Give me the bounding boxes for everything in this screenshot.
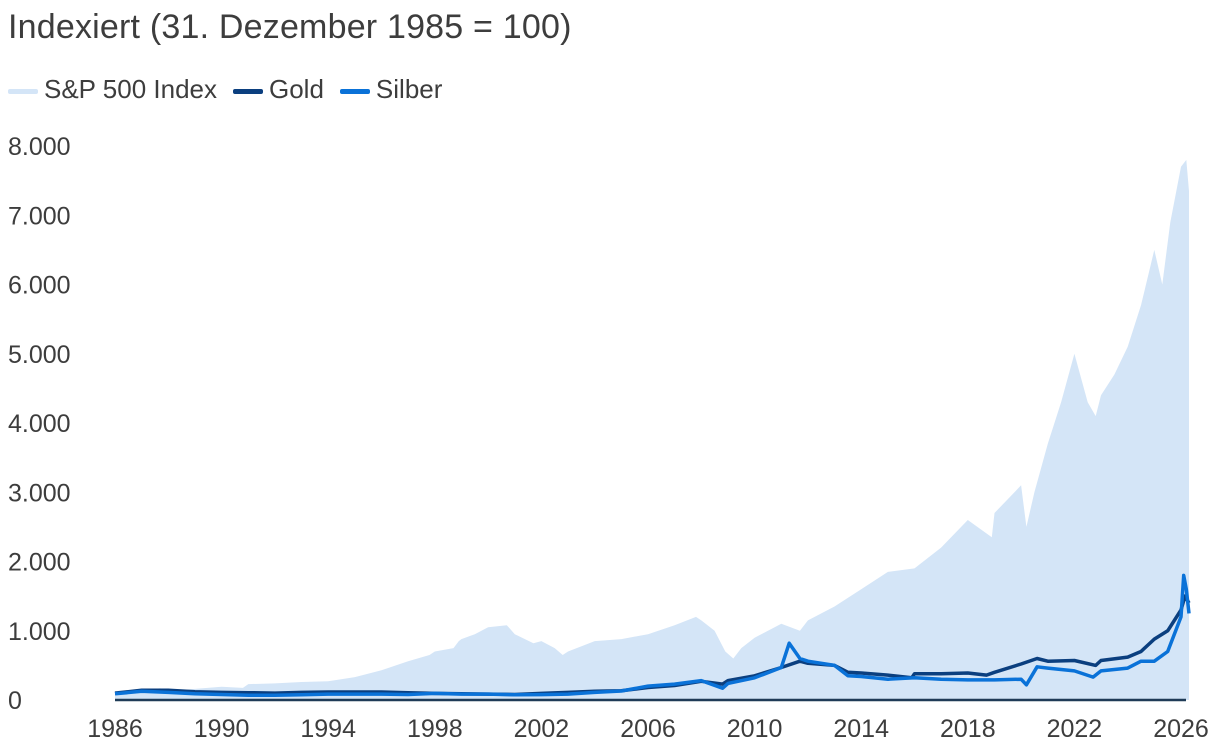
x-tick-label: 2018: [940, 715, 996, 743]
legend-swatch-gold: [233, 89, 263, 94]
series-area-sp500: [115, 159, 1189, 700]
y-tick-label: 8.000: [8, 133, 71, 161]
legend-swatch-sp500: [8, 89, 38, 94]
legend-item-sp500: S&P 500 Index: [8, 74, 217, 105]
y-tick-label: 6.000: [8, 272, 71, 300]
x-tick-label: 2014: [833, 715, 889, 743]
chart-title: Indexiert (31. Dezember 1985 = 100): [8, 8, 572, 46]
legend: S&P 500 Index Gold Silber: [8, 74, 458, 105]
x-tick-label: 1990: [194, 715, 250, 743]
x-tick-label: 2006: [620, 715, 676, 743]
x-tick-label: 1986: [87, 715, 143, 743]
y-tick-label: 2.000: [8, 549, 71, 577]
legend-swatch-silber: [339, 89, 370, 94]
y-tick-label: 4.000: [8, 410, 71, 438]
y-tick-label: 5.000: [8, 341, 71, 369]
x-tick-label: 2022: [1047, 715, 1103, 743]
legend-label-gold: Gold: [269, 74, 324, 104]
y-tick-label: 3.000: [8, 479, 71, 507]
x-tick-label: 2010: [727, 715, 783, 743]
x-tick-label: 1998: [407, 715, 463, 743]
x-tick-label: 2002: [514, 715, 570, 743]
x-tick-label: 2026: [1153, 715, 1209, 743]
legend-label-sp500: S&P 500 Index: [44, 74, 217, 104]
legend-label-silber: Silber: [375, 74, 443, 104]
series-line-silber: [114, 573, 1191, 698]
legend-item-gold: Gold: [233, 74, 324, 105]
y-tick-label: 1.000: [8, 618, 71, 646]
legend-item-silber: Silber: [339, 74, 443, 105]
x-tick-label: 1994: [300, 715, 356, 743]
y-tick-label: 0: [8, 687, 22, 715]
y-tick-label: 7.000: [8, 202, 71, 230]
